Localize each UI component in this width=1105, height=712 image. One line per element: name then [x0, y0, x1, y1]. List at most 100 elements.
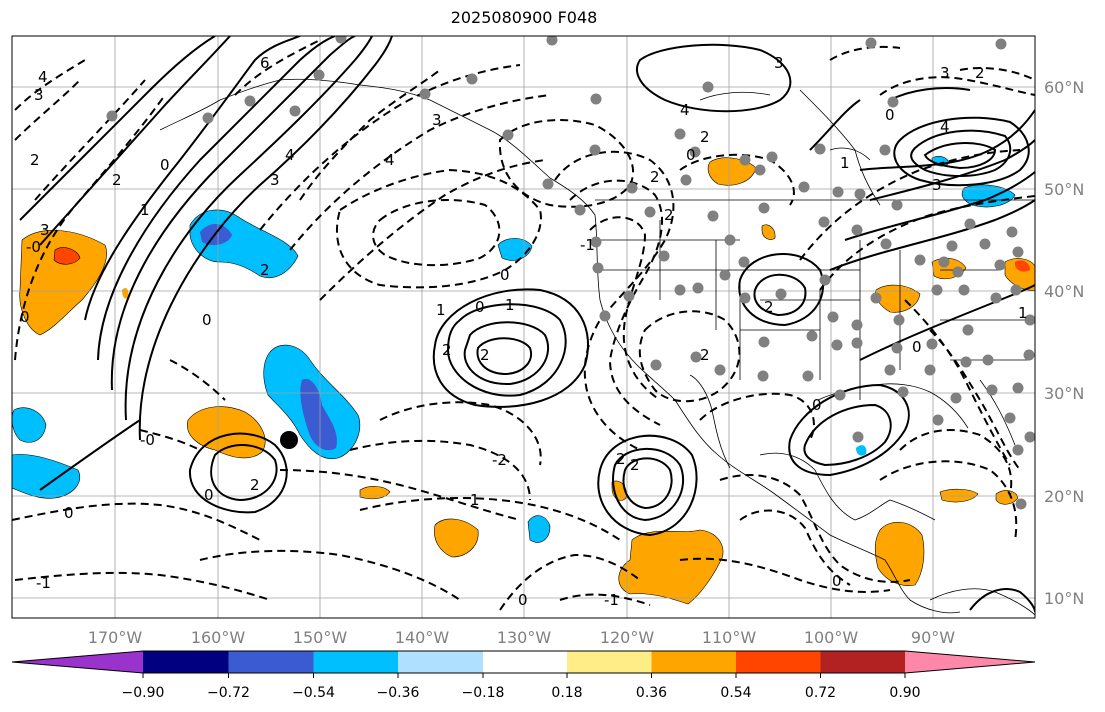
- contour-label: -0: [140, 431, 155, 449]
- contour-label: 0: [204, 486, 214, 504]
- colorbar-segment: [567, 651, 652, 673]
- contour-label: 2: [630, 456, 640, 474]
- colorbar-segment: [228, 651, 314, 673]
- contour-label: 3: [34, 86, 44, 104]
- negative-anomaly-region: [497, 238, 533, 261]
- negative-anomaly-region: [961, 184, 1016, 208]
- contours: [19, 36, 1035, 613]
- contour-label: 2: [650, 168, 660, 186]
- colorbar-tick-label: 0.54: [720, 685, 751, 701]
- map-frame: [11, 35, 1036, 619]
- station-markers: [106, 36, 1035, 510]
- lon-label: 110°W: [702, 628, 757, 647]
- lon-label: 120°W: [600, 628, 655, 647]
- contour-label: 0: [202, 311, 212, 329]
- contour-label: 0: [160, 156, 170, 174]
- contour-label: 1: [140, 201, 150, 219]
- contour-label-layer: 4 3 2 6 4 3 2 1 0 3 4 3 2 1 0 -0 2 0 1 2…: [20, 54, 1028, 609]
- positive-anomaly-region: [434, 518, 479, 558]
- colorbar-tick-label: 0.90: [889, 685, 920, 701]
- contour-label: 2: [480, 346, 490, 364]
- colorbar-segment: [398, 651, 483, 673]
- strong-negative-anomaly-region: [300, 379, 337, 451]
- contour-label: 0: [20, 308, 30, 326]
- colorbar-segment: [143, 651, 229, 673]
- contour-label: 2: [442, 341, 452, 359]
- lon-label: 100°W: [804, 628, 859, 647]
- positive-anomaly-region: [359, 486, 391, 500]
- colorbar-segment: [651, 651, 736, 673]
- negative-anomaly-region: [527, 515, 551, 543]
- contour-label: 4: [680, 101, 690, 119]
- lat-label: 40°N: [1044, 282, 1084, 301]
- negative-contours: [12, 39, 1035, 611]
- contour-label: 1: [1018, 304, 1028, 322]
- contour-label: 0: [832, 572, 842, 590]
- longitude-labels: 170°W 160°W 150°W 140°W 130°W 120°W 110°…: [88, 628, 955, 647]
- contour-label: -0: [26, 238, 41, 256]
- contour-label: 3: [774, 54, 784, 72]
- strong-positive-anomaly-region: [53, 247, 81, 265]
- contour-label: 2: [250, 476, 260, 494]
- colorbar-segment: [736, 651, 821, 673]
- lon-label: 140°W: [395, 628, 450, 647]
- contour-label: 3: [932, 176, 942, 194]
- contour-label: -2: [492, 451, 507, 469]
- strong-negative-anomaly-region: [200, 224, 232, 246]
- contour-label: 0: [812, 396, 822, 414]
- contour-label: 2: [764, 298, 774, 316]
- contour-label: 0: [912, 338, 922, 356]
- colorbar-segment: [483, 651, 567, 673]
- contour-label: 4: [38, 68, 48, 86]
- contour-label: 0: [475, 298, 485, 316]
- graticule: [12, 36, 1035, 618]
- contour-label: 2: [112, 171, 122, 189]
- lat-label: 10°N: [1044, 589, 1084, 608]
- lon-label: 170°W: [88, 628, 143, 647]
- contour-label: 2: [664, 206, 674, 224]
- colorbar-tick-label: −0.90: [122, 685, 165, 701]
- contour-label: 0: [500, 266, 510, 284]
- lon-label: 160°W: [191, 628, 246, 647]
- contour-label: 2: [700, 346, 710, 364]
- positive-anomaly-region: [618, 529, 724, 605]
- storm-center-marker: [280, 431, 298, 449]
- latitude-labels: 60°N 50°N 40°N 30°N 20°N 10°N: [1044, 78, 1084, 608]
- lon-label: 150°W: [293, 628, 348, 647]
- contour-label: -1: [36, 574, 51, 592]
- contour-label: 3: [40, 221, 50, 239]
- contour-label: 2: [30, 151, 40, 169]
- colorbar: −0.90 −0.72 −0.54 −0.36 −0.18 0.18 0.36 …: [11, 650, 1036, 701]
- lat-label: 30°N: [1044, 384, 1084, 403]
- contour-label: 6: [260, 54, 270, 72]
- colorbar-tick-label: −0.18: [462, 685, 505, 701]
- colorbar-tick-label: −0.36: [377, 685, 420, 701]
- contour-label: 0: [64, 504, 74, 522]
- colorbar-tick-label: 0.36: [636, 685, 667, 701]
- contour-label: 2: [975, 64, 985, 82]
- contour-label: 2: [616, 450, 626, 468]
- contour-label: -1: [580, 236, 595, 254]
- strong-positive-anomaly-region: [1015, 260, 1030, 272]
- positive-anomaly-region: [875, 284, 921, 313]
- colorbar-tick-label: 0.18: [551, 685, 582, 701]
- contour-label: 0: [885, 106, 895, 124]
- lon-label: 90°W: [911, 628, 955, 647]
- contour-label: 2: [700, 128, 710, 146]
- colorbar-segment: [820, 651, 905, 673]
- contour-label: 1: [840, 154, 850, 172]
- contour-label: 0: [686, 146, 696, 164]
- negative-anomaly-region: [12, 454, 80, 499]
- colorbar-segment: [905, 651, 1035, 673]
- positive-anomaly-region: [874, 522, 925, 586]
- contour-label: 2: [260, 261, 270, 279]
- map-title: 2025080900 F048: [450, 8, 598, 27]
- contour-label: 1: [436, 301, 446, 319]
- colorbar-tick-label: −0.54: [292, 685, 335, 701]
- contour-label: 0: [518, 591, 528, 609]
- contour-label: 4: [385, 151, 395, 169]
- lon-label: 130°W: [497, 628, 552, 647]
- colorbar-tick-label: 0.72: [805, 685, 836, 701]
- lat-label: 50°N: [1044, 180, 1084, 199]
